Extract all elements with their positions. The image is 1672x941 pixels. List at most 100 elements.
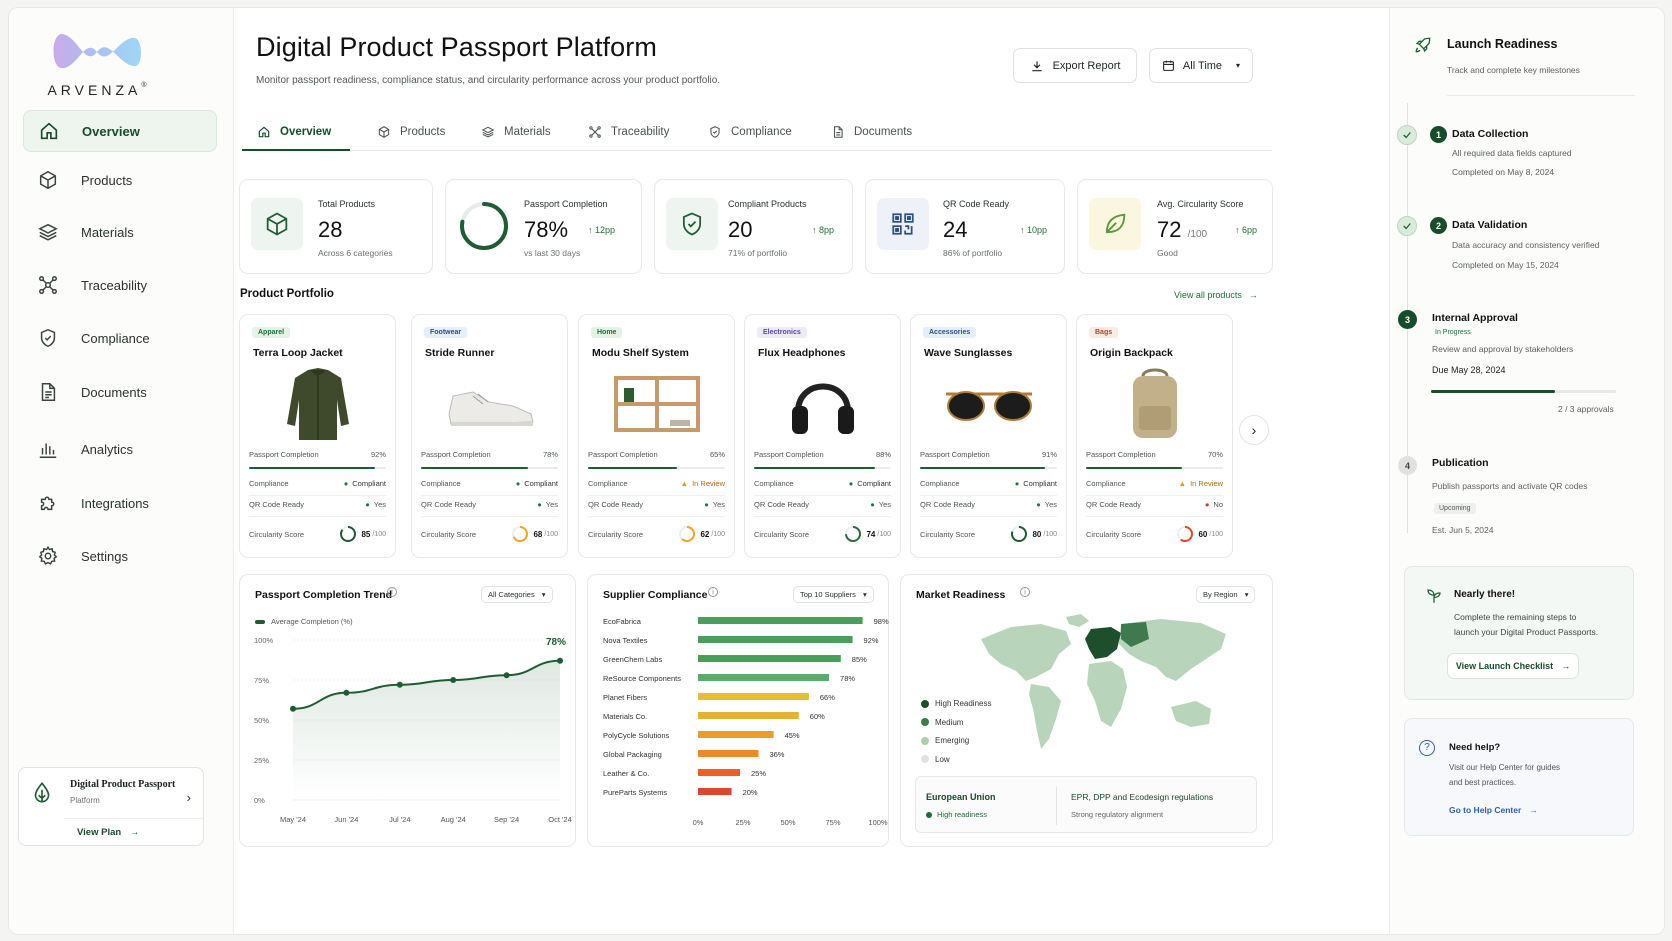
logo-mark-icon [53, 34, 141, 69]
region-status-label: High readiness [937, 810, 988, 819]
carousel-next-button[interactable]: › [1239, 415, 1269, 445]
help-center-link[interactable]: Go to Help Center → [1449, 805, 1538, 815]
kpi-delta: ↑ 8pp [812, 225, 835, 235]
trend-category-select[interactable]: All Categories ▾ [481, 586, 553, 603]
step-number: 3 [1398, 310, 1417, 329]
sidebar-item-documents[interactable]: Documents [23, 371, 217, 413]
help-text: Visit our Help Center for guides [1449, 763, 1561, 772]
category-badge: Footwear [424, 327, 468, 338]
tab-compliance[interactable]: Compliance [708, 114, 792, 150]
qr-value: Yes [1044, 500, 1057, 509]
check-circle-icon: ● [1014, 479, 1020, 488]
qr-status: ● Yes [537, 500, 558, 509]
view-launch-checklist-button[interactable]: View Launch Checklist → [1447, 653, 1579, 679]
view-all-products-link[interactable]: View all products → [1174, 290, 1258, 300]
tab-materials[interactable]: Materials [481, 114, 551, 150]
supplier-bar [698, 655, 841, 662]
market-region-select[interactable]: By Region ▾ [1196, 586, 1256, 603]
supplier-bar [698, 617, 863, 624]
circularity-score: 80/100 [1010, 525, 1057, 543]
completion-bar-fill [1086, 467, 1182, 469]
kpi-value: 24 [943, 217, 968, 242]
check-circle-icon: ● [704, 500, 709, 509]
date-range-label: All Time [1182, 59, 1223, 72]
qr-row: QR Code Ready ● Yes [754, 500, 891, 509]
legend-label: Average Completion (%) [271, 617, 353, 626]
circularity-gauge [512, 526, 529, 542]
sidebar-item-analytics[interactable]: Analytics [23, 428, 217, 470]
regulation-title: EPR, DPP and Ecodesign regulations [1071, 792, 1214, 802]
row-label: QR Code Ready [1086, 500, 1142, 509]
view-plan-link[interactable]: View Plan → [77, 827, 139, 838]
product-card[interactable]: Electronics Flux Headphones Passport Com… [744, 314, 901, 558]
circularity-gauge-arc [1177, 526, 1194, 542]
chevron-right-icon[interactable]: › [186, 790, 191, 805]
sidebar-item-settings[interactable]: Settings [23, 535, 217, 577]
kpi-delta: ↑ 6pp [1235, 225, 1258, 235]
plan-card[interactable]: Digital Product Passport Platform › View… [18, 767, 204, 846]
step-date: Due May 28, 2024 [1432, 365, 1506, 375]
check-circle-icon: ● [365, 500, 370, 509]
sidebar-item-traceability[interactable]: Traceability [23, 264, 217, 306]
info-icon[interactable]: i [708, 587, 718, 597]
sidebar-item-integrations[interactable]: Integrations [23, 482, 217, 524]
product-card[interactable]: Bags Origin Backpack Passport Completion… [1076, 314, 1233, 558]
sidebar-item-products[interactable]: Products [23, 159, 217, 201]
sidebar-item-compliance[interactable]: Compliance [23, 317, 217, 359]
date-range-select[interactable]: All Time ▾ [1149, 48, 1253, 83]
export-report-button[interactable]: Export Report [1013, 48, 1137, 83]
kpi-icon-box [251, 198, 303, 250]
qr-status: ● Yes [704, 500, 725, 509]
trend-point [343, 689, 350, 696]
circularity-unit: /100 [1043, 530, 1057, 538]
rocket-icon [1415, 37, 1431, 53]
check-icon [1403, 223, 1411, 230]
europe-highlight[interactable] [1085, 627, 1121, 659]
legend-dot [921, 718, 929, 727]
info-icon[interactable]: i [1020, 587, 1030, 597]
sidebar-item-label: Documents [81, 384, 147, 400]
supplier-filter-select[interactable]: Top 10 Suppliers ▾ [793, 586, 874, 603]
qr-row: QR Code Ready ● Yes [249, 500, 386, 509]
tab-overview[interactable]: Overview [257, 114, 331, 150]
tab-traceability[interactable]: Traceability [588, 114, 669, 150]
circularity-gauge [1011, 526, 1028, 542]
x-tick-label: 100% [868, 818, 888, 827]
region-detail-card[interactable]: European Union High readiness EPR, DPP a… [915, 776, 1257, 833]
completion-bar-fill [754, 467, 875, 469]
kpi-delta-value: 12pp [595, 225, 616, 235]
shield-check-icon [710, 126, 720, 138]
step-complete-check [1397, 125, 1417, 145]
sidebar-item-materials[interactable]: Materials [23, 211, 217, 253]
circularity-gauge [679, 526, 696, 542]
qr-status: ● Yes [1036, 500, 1057, 509]
sidebar-item-overview[interactable]: Overview [23, 110, 217, 152]
completion-bar [754, 467, 891, 469]
kpi-sub: 71% of portfolio [728, 248, 788, 258]
circularity-score: 74/100 [844, 525, 891, 543]
qr-value: Yes [712, 500, 725, 509]
shelf-image [614, 376, 700, 432]
logo: ARVENZA® [43, 26, 151, 98]
product-card[interactable]: Apparel Terra Loop Jacket Passport Compl… [239, 314, 396, 558]
trend-point [450, 677, 457, 683]
tab-documents[interactable]: Documents [831, 114, 912, 150]
circularity-row: Circularity Score 68/100 [421, 525, 558, 543]
row-label: Passport Completion [1086, 450, 1156, 459]
cube-icon [39, 170, 57, 190]
info-icon[interactable]: i [387, 587, 397, 597]
launch-panel: Launch Readiness Track and complete key … [1389, 8, 1664, 934]
product-card[interactable]: Accessories Wave Sunglasses Passport Com… [910, 314, 1067, 558]
supplier-chart: EcoFabrica 98% Nova Textiles 92% GreenChem L… [603, 617, 889, 827]
qr-row: QR Code Ready ● No [1086, 500, 1223, 509]
product-card[interactable]: Home Modu Shelf System Passport Completi… [578, 314, 735, 558]
category-badge: Apparel [252, 327, 291, 338]
tab-products[interactable]: Products [377, 114, 445, 150]
supplier-value: 25% [751, 769, 766, 778]
row-label: Circularity Score [421, 529, 477, 539]
circularity-value: 68 [533, 529, 543, 539]
document-icon [41, 383, 56, 401]
kpi-value: 28 [318, 217, 343, 242]
product-card[interactable]: Footwear Stride Runner Passport Completi… [411, 314, 568, 558]
supplier-title: Supplier Compliance [603, 589, 708, 601]
